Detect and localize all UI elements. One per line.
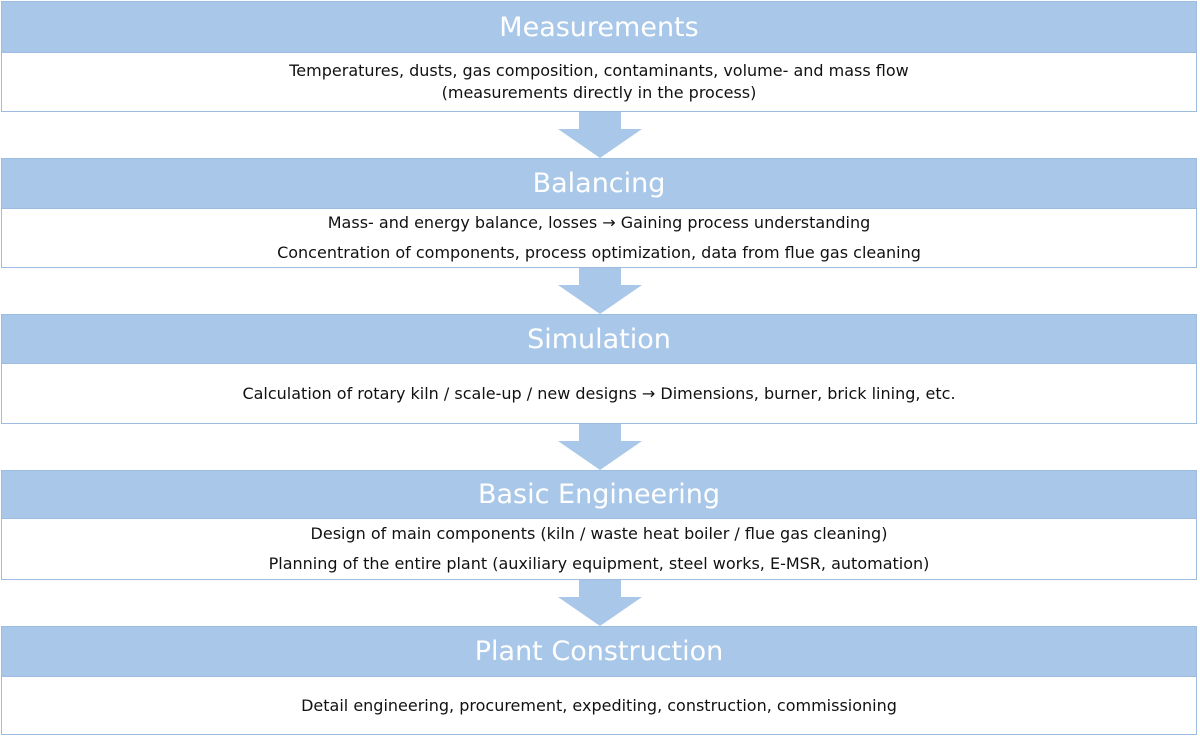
description-line: Design of main components (kiln / waste … [310, 524, 888, 543]
step-description: Detail engineering, procurement, expedit… [1, 676, 1197, 735]
down-arrow-icon [558, 112, 642, 158]
step-description: Temperatures, dusts, gas composition, co… [1, 52, 1197, 112]
description-line: Concentration of components, process opt… [277, 243, 921, 262]
step-title: Balancing [1, 158, 1197, 209]
down-arrow-icon [558, 580, 642, 626]
description-line: Detail engineering, procurement, expedit… [301, 695, 897, 715]
down-arrow-icon [558, 268, 642, 314]
step-title: Measurements [1, 1, 1197, 53]
description-line: Planning of the entire plant (auxiliary … [268, 554, 930, 573]
step-title: Basic Engineering [1, 470, 1197, 519]
step-title: Simulation [1, 314, 1197, 364]
step-description: Design of main components (kiln / waste … [1, 518, 1197, 580]
description-line: Mass- and energy balance, losses → Gaini… [327, 213, 871, 232]
description-line: (measurements directly in the process) [441, 83, 757, 102]
step-title: Plant Construction [1, 626, 1197, 677]
step-description: Calculation of rotary kiln / scale-up / … [1, 363, 1197, 424]
down-arrow-icon [558, 424, 642, 470]
description-line: Calculation of rotary kiln / scale-up / … [242, 383, 956, 403]
description-line: Temperatures, dusts, gas composition, co… [289, 61, 909, 80]
step-description: Mass- and energy balance, losses → Gaini… [1, 208, 1197, 268]
